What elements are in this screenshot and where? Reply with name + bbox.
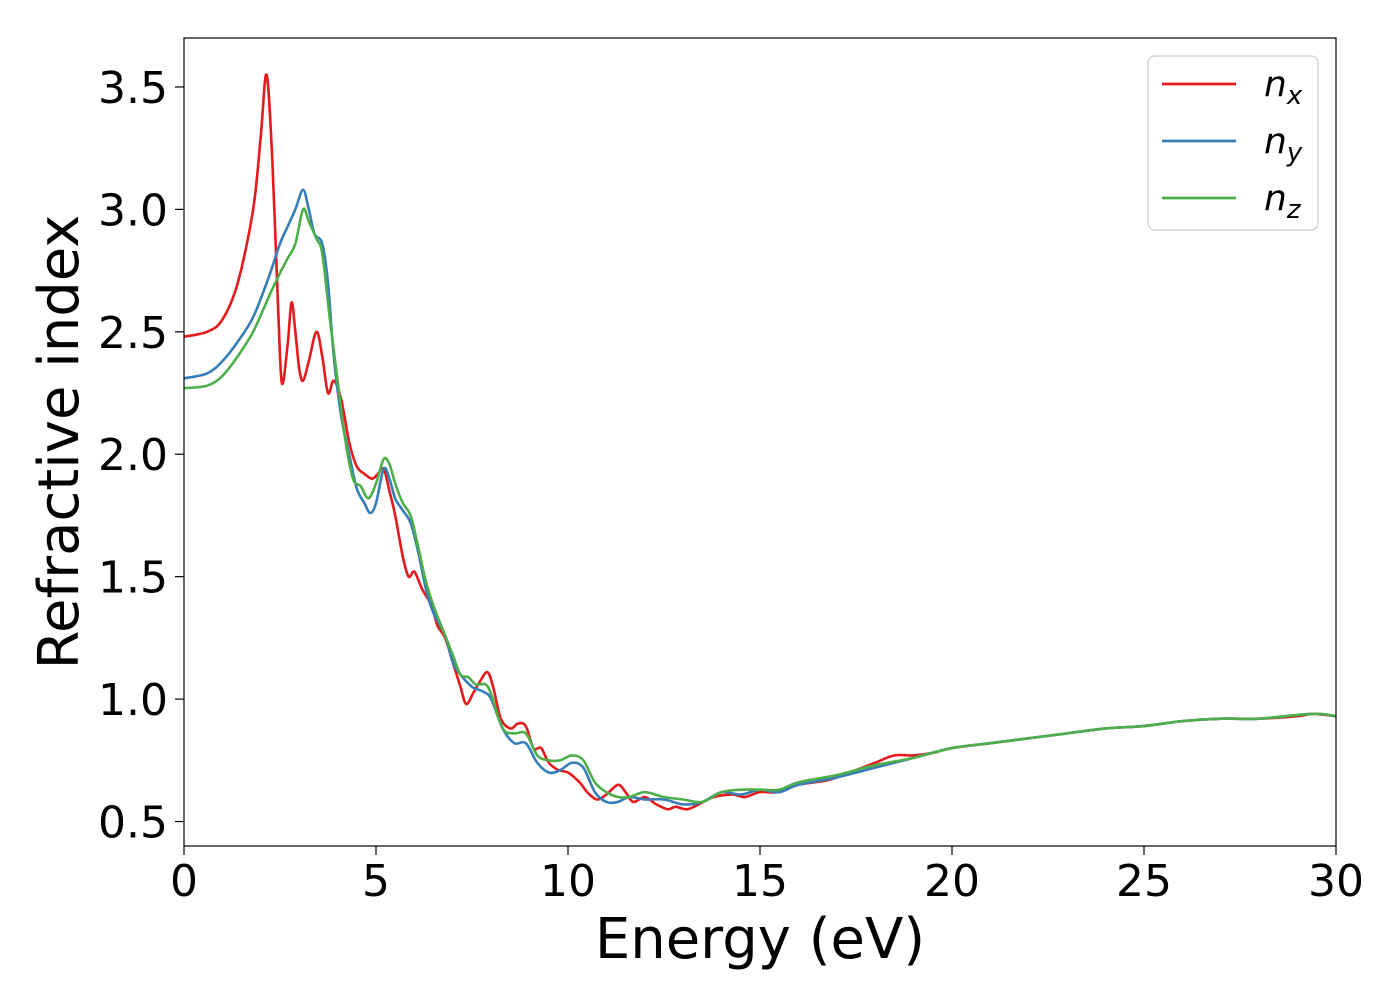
legend-label-nz: nz <box>1264 178 1302 225</box>
x-tick-label: 0 <box>170 856 198 907</box>
x-tick-label: 15 <box>732 856 788 907</box>
y-tick-label: 3.5 <box>98 63 168 114</box>
legend-label-ny: ny <box>1264 121 1303 168</box>
x-tick-label: 30 <box>1308 856 1364 907</box>
legend-label-nx: nx <box>1264 64 1303 111</box>
legend-box <box>1147 55 1319 231</box>
y-tick-label: 2.5 <box>98 308 168 359</box>
y-axis: 0.5 1.0 1.5 2.0 2.5 3.0 3.5 <box>98 63 184 849</box>
y-tick-label: 1.0 <box>98 675 168 726</box>
y-tick-label: 3.0 <box>98 185 168 236</box>
y-tick-label: 1.5 <box>98 553 168 604</box>
x-tick-label: 20 <box>924 856 980 907</box>
y-tick-label: 0.5 <box>98 798 168 849</box>
x-tick-label: 25 <box>1116 856 1172 907</box>
y-axis-title: Refractive index <box>27 215 92 670</box>
series-layer <box>184 73 1336 811</box>
x-axis: 0 5 10 15 20 25 30 <box>170 846 1364 907</box>
series-line-nx <box>184 73 1336 811</box>
x-tick-label: 5 <box>362 856 390 907</box>
x-axis-title: Energy (eV) <box>595 907 925 972</box>
x-tick-label: 10 <box>540 856 596 907</box>
legend: nx ny nz <box>1147 55 1319 231</box>
series-line-ny <box>184 188 1336 806</box>
series-line-nz <box>184 207 1336 804</box>
y-tick-label: 2.0 <box>98 430 168 481</box>
